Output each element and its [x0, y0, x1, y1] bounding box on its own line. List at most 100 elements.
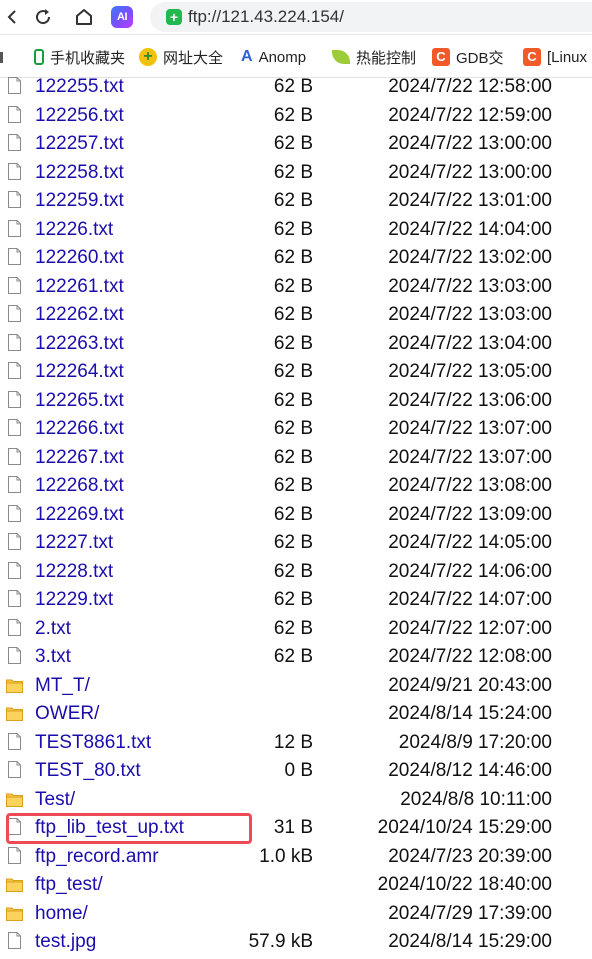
c-logo-icon: C [432, 48, 450, 66]
file-link[interactable]: test.jpg [35, 931, 97, 952]
file-link[interactable]: TEST8861.txt [35, 731, 152, 753]
file-link[interactable]: 122265.txt [35, 389, 124, 411]
file-icon [8, 162, 21, 180]
file-link[interactable]: 2.txt [35, 617, 71, 639]
list-item: 122269.txt 62 B 2024/7/22 13:09:00 [0, 501, 592, 530]
file-size: 57.9 kB [248, 931, 313, 952]
folder-icon [6, 678, 23, 693]
bookmark-linux[interactable]: C [Linux [523, 46, 587, 68]
folder-icon [6, 706, 23, 721]
file-icon [8, 248, 21, 265]
bookmark-anomp[interactable]: A Anomp [241, 46, 306, 68]
file-link[interactable]: ftp_record.amr [35, 845, 159, 867]
file-size: 62 B [273, 589, 313, 610]
file-link[interactable]: 122261.txt [35, 275, 124, 297]
list-item: 12226.txt 62 B 2024/7/22 14:04:00 [0, 216, 592, 245]
file-date: 2024/7/22 12:07:00 [388, 617, 552, 639]
file-date: 2024/7/23 20:39:00 [388, 845, 552, 867]
file-link[interactable]: 122258.txt [35, 161, 124, 183]
file-link[interactable]: 12227.txt [35, 532, 114, 553]
file-date: 2024/8/8 10:11:00 [400, 788, 552, 810]
list-item: ftp_lib_test_up.txt 31 B 2024/10/24 15:29:… [0, 814, 592, 843]
file-icon [8, 561, 21, 579]
reload-icon[interactable] [31, 5, 55, 29]
file-link[interactable]: 122256.txt [35, 104, 124, 126]
file-size: 62 B [273, 617, 313, 639]
file-icon [8, 77, 21, 94]
file-link[interactable]: 122263.txt [35, 332, 124, 354]
file-link[interactable]: 3.txt [35, 646, 71, 667]
file-date: 2024/7/22 13:07:00 [388, 418, 552, 439]
bookmark-label: 网址大全 [163, 49, 224, 67]
file-link[interactable]: 122260.txt [35, 247, 124, 268]
file-link[interactable]: 12226.txt [35, 218, 114, 240]
file-link[interactable]: 122257.txt [35, 133, 124, 154]
file-link[interactable]: 122255.txt [35, 76, 124, 97]
file-link[interactable]: 122267.txt [35, 446, 124, 468]
file-link[interactable]: home/ [35, 902, 88, 924]
home-icon[interactable] [72, 5, 96, 29]
file-size: 62 B [273, 76, 313, 97]
c-logo-icon: C [523, 48, 541, 66]
file-link[interactable]: 122269.txt [35, 503, 124, 525]
file-link[interactable]: 12229.txt [35, 589, 114, 610]
file-link[interactable]: TEST_80.txt [35, 760, 141, 781]
folder-icon [6, 877, 23, 892]
secure-shield-icon: + [166, 9, 182, 25]
leaf-icon [332, 50, 350, 64]
file-date: 2024/7/22 14:05:00 [388, 532, 552, 553]
bookmark-label: Anomp [258, 48, 307, 66]
file-icon [8, 590, 21, 607]
file-link[interactable]: 122264.txt [35, 361, 124, 382]
file-size: 62 B [273, 133, 313, 154]
file-icon [8, 362, 21, 379]
list-item: ftp_record.amr 1.0 kB 2024/7/23 20:39:00 [0, 843, 592, 872]
file-link[interactable]: 122262.txt [35, 304, 124, 325]
file-link[interactable]: MT_T/ [35, 674, 90, 696]
bookmark-label: 手机收藏夹 [50, 49, 126, 67]
file-link[interactable]: 12228.txt [35, 560, 114, 582]
file-icon [8, 105, 21, 123]
file-icon [8, 305, 21, 322]
list-item: 12228.txt 62 B 2024/7/22 14:06:00 [0, 558, 592, 587]
file-icon [8, 533, 21, 550]
file-date: 2024/7/22 13:06:00 [388, 389, 552, 411]
file-date: 2024/7/22 13:00:00 [388, 133, 552, 154]
bookmark-mobile-favorites[interactable]: 手机收藏夹 [34, 46, 125, 68]
file-link[interactable]: 122259.txt [35, 190, 124, 211]
file-date: 2024/7/22 12:08:00 [388, 646, 552, 667]
file-date: 2024/7/22 13:07:00 [388, 446, 552, 468]
list-item: OWER/2024/8/14 15:24:00 [0, 700, 592, 729]
bookmark-site-directory[interactable]: 网址大全 [139, 46, 223, 68]
file-icon [8, 504, 21, 522]
file-size: 62 B [273, 446, 313, 468]
file-date: 2024/7/22 12:58:00 [388, 76, 552, 97]
bookmark-thermal-control[interactable]: 热能控制 [332, 46, 416, 68]
list-item: TEST8861.txt 12 B 2024/8/9 17:20:00 [0, 729, 592, 758]
file-link[interactable]: 122268.txt [35, 475, 124, 496]
file-date: 2024/10/22 18:40:00 [377, 874, 552, 895]
file-link[interactable]: ftp_lib_test_up.txt [35, 817, 184, 838]
file-icon [8, 219, 21, 237]
file-icon [8, 191, 21, 208]
file-date: 2024/9/21 20:43:00 [388, 674, 552, 696]
address-bar[interactable]: + ftp://121.43.224.154/ [150, 2, 592, 32]
address-url[interactable]: ftp://121.43.224.154/ [188, 7, 344, 26]
ai-assistant-icon[interactable]: AI [111, 6, 133, 28]
folder-icon [6, 792, 23, 807]
bookmark-overflow-stub [0, 52, 3, 63]
file-icon [8, 732, 21, 750]
file-date: 2024/7/22 13:02:00 [388, 247, 552, 268]
file-link[interactable]: ftp_test/ [35, 874, 103, 895]
file-link[interactable]: OWER/ [35, 703, 100, 724]
list-item: 122267.txt 62 B 2024/7/22 13:07:00 [0, 444, 592, 473]
list-item: 122256.txt 62 B 2024/7/22 12:59:00 [0, 102, 592, 131]
file-date: 2024/7/29 17:39:00 [388, 902, 552, 924]
back-arrow-icon[interactable] [0, 5, 24, 29]
file-date: 2024/8/14 15:29:00 [388, 931, 552, 952]
file-link[interactable]: Test/ [35, 788, 76, 810]
file-date: 2024/7/22 13:00:00 [388, 161, 552, 183]
bookmark-gdb[interactable]: C GDB交 [432, 46, 504, 68]
file-link[interactable]: 122266.txt [35, 418, 124, 439]
list-item: MT_T/2024/9/21 20:43:00 [0, 672, 592, 701]
